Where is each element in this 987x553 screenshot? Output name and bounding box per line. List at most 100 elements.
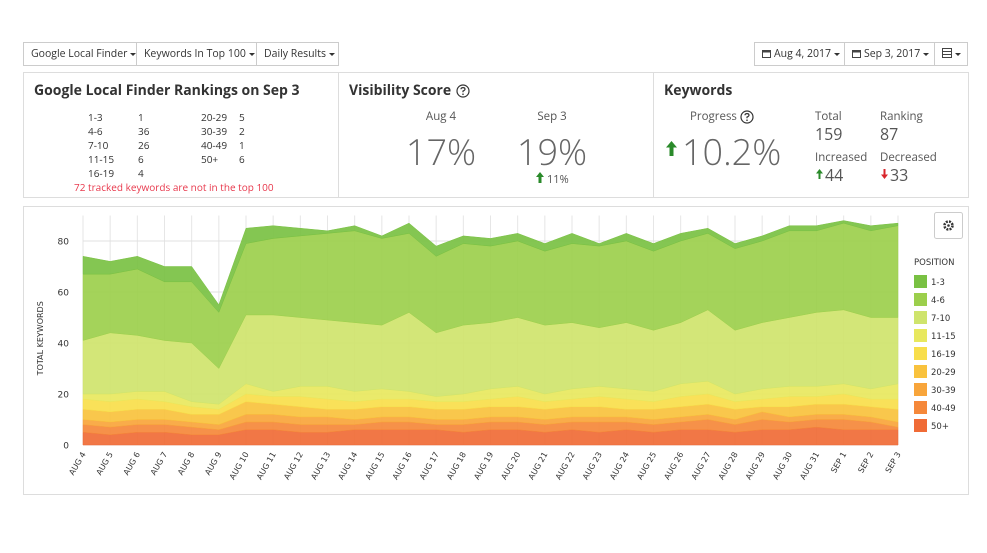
x-tick-label: AUG 19 bbox=[472, 451, 495, 482]
score: 19% bbox=[516, 127, 588, 176]
y-tick-label: 60 bbox=[58, 289, 70, 299]
decreased: 33 bbox=[890, 164, 909, 186]
rankings-panel: Google Local Finder Rankings on Sep 3 1-… bbox=[23, 72, 339, 198]
button-label: Keywords In Top 100 bbox=[144, 47, 246, 61]
legend-label: 50+ bbox=[931, 422, 949, 432]
legend-title: POSITION bbox=[914, 258, 954, 268]
label: Decreased bbox=[880, 150, 937, 165]
panel-title: Keywords bbox=[664, 81, 733, 100]
x-tick-label: AUG 14 bbox=[336, 451, 359, 482]
area bbox=[82, 220, 899, 313]
date-button[interactable]: Sep 3, 2017 bbox=[844, 42, 935, 66]
legend-swatch bbox=[914, 311, 927, 324]
increased: 44 bbox=[825, 164, 844, 186]
y-tick-label: 40 bbox=[58, 340, 70, 350]
x-tick-label: AUG 26 bbox=[662, 451, 685, 482]
legend-label: 4-6 bbox=[931, 296, 945, 306]
x-tick-label: AUG 4 bbox=[67, 451, 87, 477]
help-icon[interactable] bbox=[740, 110, 754, 124]
range: 1-3 bbox=[88, 110, 103, 124]
legend-swatch bbox=[914, 419, 927, 432]
legend-label: 1-3 bbox=[931, 278, 945, 288]
date-button[interactable]: Aug 4, 2017 bbox=[754, 42, 845, 66]
count: 4 bbox=[138, 166, 144, 180]
table-icon bbox=[942, 48, 952, 58]
column-label: Aug 4 bbox=[425, 109, 457, 124]
x-tick-label: AUG 21 bbox=[527, 451, 550, 482]
count: 2 bbox=[239, 124, 245, 138]
legend-swatch bbox=[914, 365, 927, 378]
x-tick-label: AUG 13 bbox=[309, 451, 332, 482]
range: 40-49 bbox=[201, 138, 228, 152]
x-tick-label: AUG 5 bbox=[95, 451, 115, 477]
calendar-icon bbox=[762, 50, 771, 58]
label: Increased bbox=[815, 150, 868, 165]
button-label: Aug 4, 2017 bbox=[774, 47, 831, 61]
x-tick-label: AUG 31 bbox=[798, 451, 821, 482]
column-label: Sep 3 bbox=[537, 109, 567, 124]
change: 11% bbox=[547, 172, 569, 187]
x-tick-label: AUG 12 bbox=[282, 451, 305, 482]
x-tick-label: AUG 29 bbox=[744, 451, 767, 482]
up-arrow bbox=[536, 172, 544, 183]
legend-swatch bbox=[914, 347, 927, 360]
y-tick-label: 0 bbox=[63, 442, 69, 452]
range: 7-10 bbox=[88, 138, 109, 152]
settings-button[interactable] bbox=[934, 212, 963, 239]
legend-label: 11-15 bbox=[931, 332, 956, 342]
help-icon[interactable] bbox=[456, 84, 470, 98]
legend-swatch bbox=[914, 275, 927, 288]
button-label: Sep 3, 2017 bbox=[864, 47, 921, 61]
x-tick-label: AUG 16 bbox=[391, 451, 414, 482]
progress: 10.2% bbox=[682, 127, 782, 176]
legend-swatch bbox=[914, 383, 927, 396]
note: 72 tracked keywords are not in the top 1… bbox=[74, 180, 274, 194]
total: 159 bbox=[815, 123, 843, 145]
export-button[interactable] bbox=[934, 42, 968, 66]
x-tick-label: AUG 8 bbox=[176, 451, 196, 477]
legend-label: 7-10 bbox=[931, 314, 950, 324]
x-tick-label: AUG 30 bbox=[771, 451, 794, 482]
legend-swatch bbox=[914, 329, 927, 342]
filter-button[interactable]: Daily Results bbox=[256, 42, 339, 66]
x-tick-label: SEP 2 bbox=[856, 451, 875, 475]
filter-button[interactable]: Keywords In Top 100 bbox=[136, 42, 257, 66]
count: 1 bbox=[138, 110, 144, 124]
count: 1 bbox=[239, 138, 245, 152]
panel-title: Visibility Score bbox=[349, 81, 452, 100]
keywords-panel: Keywords Progress 10.2% Total 159 Rankin… bbox=[653, 72, 969, 198]
button-label: Daily Results bbox=[264, 47, 326, 61]
chart-panel: 0 20 40 60 80 TOTAL KEYWORDS AUG 4 AUG 5 AUG 6 AU… bbox=[23, 206, 969, 495]
x-tick-label: AUG 11 bbox=[255, 451, 278, 482]
count: 26 bbox=[138, 138, 150, 152]
x-tick-label: AUG 17 bbox=[418, 451, 441, 482]
range: 20-29 bbox=[201, 110, 228, 124]
count: 36 bbox=[138, 124, 150, 138]
filter-button[interactable]: Google Local Finder bbox=[23, 42, 137, 66]
x-tick-label: AUG 15 bbox=[364, 451, 387, 482]
legend-swatch bbox=[914, 293, 927, 306]
y-tick-label: 20 bbox=[58, 391, 70, 401]
up-arrow bbox=[666, 141, 677, 156]
legend-label: 30-39 bbox=[931, 386, 956, 396]
x-tick-label: AUG 7 bbox=[149, 451, 169, 477]
x-tick-label: AUG 9 bbox=[203, 451, 223, 477]
x-tick-label: AUG 20 bbox=[499, 451, 522, 482]
button-label: Google Local Finder bbox=[31, 47, 128, 61]
legend-label: 16-19 bbox=[931, 350, 956, 360]
legend-swatch bbox=[914, 401, 927, 414]
x-tick-label: AUG 10 bbox=[228, 451, 251, 482]
legend-label: 20-29 bbox=[931, 368, 956, 378]
range: 4-6 bbox=[88, 124, 103, 138]
range: 11-15 bbox=[88, 152, 115, 166]
x-tick-label: AUG 25 bbox=[635, 451, 658, 482]
y-axis-label: TOTAL KEYWORDS bbox=[36, 301, 45, 376]
y-tick-label: 80 bbox=[58, 238, 70, 248]
panel-title: Google Local Finder Rankings on Sep 3 bbox=[34, 81, 300, 100]
visibility-panel: Visibility Score Aug 4 17% Sep 3 19% 11% bbox=[338, 72, 654, 198]
x-tick-label: AUG 23 bbox=[581, 451, 604, 482]
label: Total bbox=[815, 109, 842, 124]
range: 16-19 bbox=[88, 166, 115, 180]
x-tick-label: AUG 24 bbox=[608, 451, 631, 482]
